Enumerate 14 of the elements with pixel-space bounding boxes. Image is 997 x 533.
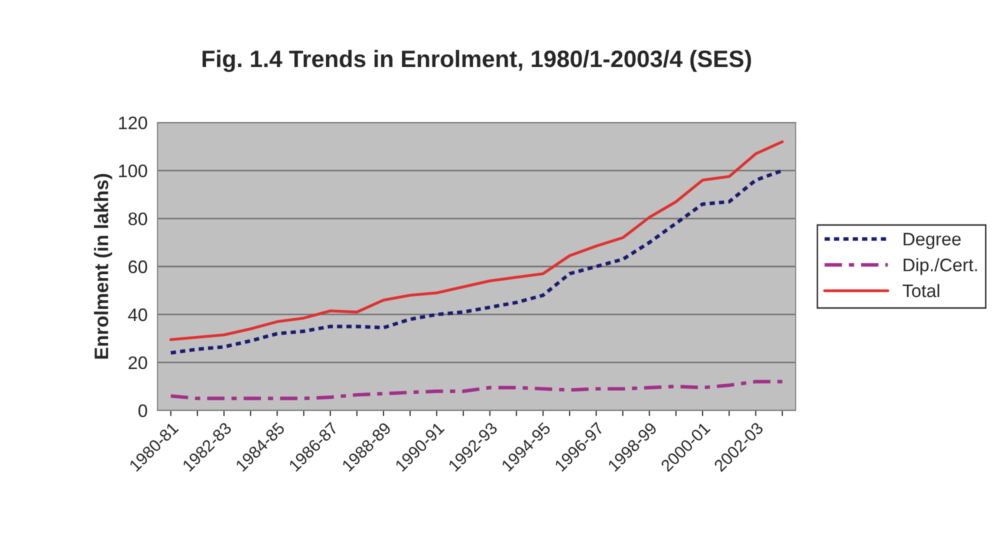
chart-title: Fig. 1.4 Trends in Enrolment, 1980/1-2003/4 (SES) [202, 50, 751, 72]
y-tick-label: 100 [119, 164, 148, 178]
legend-label: Degree [904, 232, 961, 250]
y-tick-label: 80 [128, 212, 148, 226]
y-tick-label: 0 [138, 404, 148, 418]
legend-label: Total [902, 284, 940, 298]
y-tick-label: 60 [128, 260, 148, 274]
line-series [169, 380, 784, 400]
y-tick-label: 120 [119, 116, 148, 130]
y-tick-label: 40 [128, 308, 148, 322]
y-axis-title: Enrolment (in lakhs) [94, 174, 112, 359]
y-tick-label: 20 [128, 356, 148, 370]
line-series [169, 140, 784, 342]
legend-label: Dip./Cert. [904, 258, 977, 275]
